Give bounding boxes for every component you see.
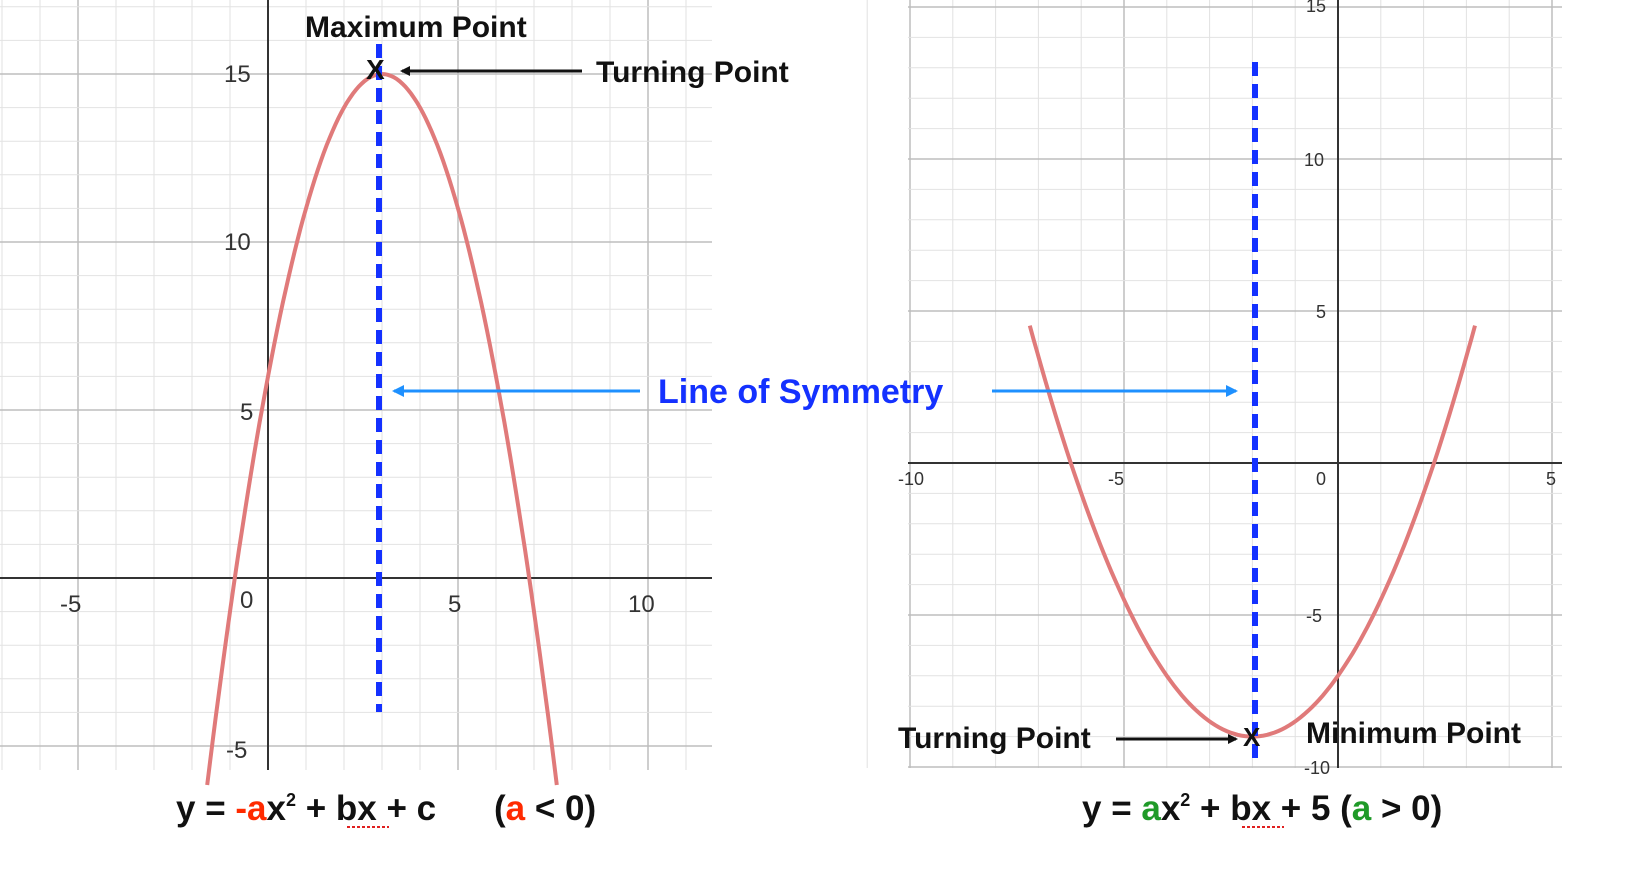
left-x-tick-neg5: -5	[60, 591, 81, 618]
right-y-tick-neg10: -10	[1304, 758, 1330, 778]
right-cond-a: a	[1352, 789, 1372, 828]
left-graph: -5 0 5 10 15 10 5 -5 X Maximum Point Tur…	[0, 0, 789, 786]
left-eq-plus: +	[296, 789, 336, 828]
right-cond-rest: > 0)	[1371, 789, 1442, 828]
left-eq-bx: bx	[336, 789, 377, 828]
right-eq-plus: +	[1190, 789, 1230, 828]
left-cond-a: a	[506, 789, 526, 828]
left-x-tick-10: 10	[628, 591, 655, 618]
right-eq-a: a	[1141, 789, 1161, 828]
line-of-symmetry-label: Line of Symmetry	[658, 373, 943, 411]
left-cond-open: (	[494, 789, 506, 828]
right-x-tick-0: 0	[1316, 469, 1326, 489]
right-eq-sup: 2	[1180, 790, 1190, 810]
left-y-tick-10: 10	[224, 229, 251, 256]
right-y-tick-neg5: -5	[1306, 606, 1322, 626]
maximum-point-label: Maximum Point	[305, 11, 527, 44]
right-eq-x: x	[1161, 789, 1181, 828]
left-y-tick-5: 5	[240, 399, 253, 426]
left-cond-rest: < 0)	[525, 789, 596, 828]
right-y-tick-5: 5	[1316, 302, 1326, 322]
left-grid	[0, 0, 712, 770]
minimum-point-label: Minimum Point	[1306, 717, 1521, 750]
right-y-tick-10: 10	[1304, 150, 1324, 170]
right-eq-y: y =	[1082, 789, 1141, 828]
left-y-tick-15: 15	[224, 61, 251, 88]
left-y-tick-neg5: -5	[226, 737, 247, 764]
right-parabola-curve	[1027, 325, 1477, 739]
left-eq-rest: + c	[377, 789, 436, 828]
left-condition: (a < 0)	[494, 789, 596, 828]
right-x-tick-5: 5	[1546, 469, 1556, 489]
left-eq-y: y =	[176, 789, 235, 828]
left-eq-sup: 2	[286, 790, 296, 810]
right-x-tick-neg5: -5	[1108, 469, 1124, 489]
left-eq-neg-a: -a	[235, 789, 267, 828]
right-vertex-marker: X	[1243, 722, 1261, 752]
left-eq-x: x	[266, 789, 286, 828]
right-equation: y = ax2 + bx + 5 (a > 0)	[1082, 789, 1442, 828]
right-y-tick-15: 15	[1306, 0, 1326, 16]
right-turning-point-label: Turning Point	[898, 722, 1091, 755]
left-equation: y = -ax2 + bx + c	[176, 789, 436, 828]
right-eq-rest: + 5 (	[1271, 789, 1352, 828]
right-graph: -10 -5 0 5 15 10 5 -5 -10 X Minimum Poin…	[866, 0, 1562, 778]
left-vertex-marker: X	[366, 54, 385, 85]
right-eq-bx: bx	[1230, 789, 1271, 828]
left-x-tick-5: 5	[448, 591, 461, 618]
left-x-tick-0: 0	[240, 587, 253, 614]
left-turning-point-label: Turning Point	[596, 56, 789, 89]
right-x-tick-neg10: -10	[898, 469, 924, 489]
